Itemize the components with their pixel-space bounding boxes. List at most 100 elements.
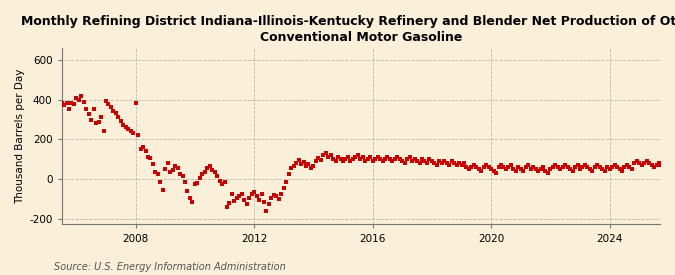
Point: [229, 199, 240, 203]
Point: [276, 191, 287, 196]
Point: [162, 161, 173, 165]
Point: [83, 112, 94, 117]
Point: [592, 163, 603, 167]
Point: [118, 123, 129, 128]
Point: [271, 194, 281, 198]
Point: [333, 155, 344, 160]
Point: [595, 165, 605, 170]
Point: [115, 119, 126, 123]
Point: [41, 73, 52, 78]
Point: [612, 165, 622, 169]
Point: [422, 161, 433, 166]
Point: [604, 167, 615, 172]
Point: [286, 166, 296, 170]
Point: [397, 159, 408, 164]
Point: [133, 133, 144, 138]
Point: [138, 145, 148, 149]
Point: [550, 163, 561, 167]
Point: [300, 164, 311, 168]
Point: [219, 180, 230, 184]
Point: [543, 171, 554, 175]
Point: [284, 172, 294, 176]
Point: [101, 99, 111, 104]
Point: [165, 170, 176, 174]
Point: [456, 163, 467, 167]
Point: [439, 159, 450, 164]
Point: [74, 97, 84, 102]
Point: [296, 162, 306, 166]
Point: [47, 86, 57, 90]
Point: [217, 182, 227, 186]
Point: [520, 165, 531, 170]
Point: [515, 167, 526, 172]
Point: [525, 167, 536, 172]
Point: [71, 95, 82, 100]
Point: [187, 199, 198, 204]
Point: [446, 159, 457, 164]
Point: [259, 199, 269, 204]
Point: [412, 159, 423, 164]
Point: [545, 167, 556, 172]
Point: [582, 165, 593, 170]
Point: [402, 157, 412, 162]
Point: [644, 161, 655, 166]
Point: [656, 163, 667, 167]
Point: [552, 165, 563, 170]
Point: [248, 189, 259, 194]
Point: [501, 167, 512, 172]
Point: [273, 196, 284, 201]
Point: [547, 165, 558, 170]
Point: [481, 163, 491, 167]
Point: [506, 163, 516, 167]
Point: [239, 197, 250, 202]
Point: [389, 157, 400, 161]
Point: [429, 161, 439, 166]
Point: [54, 95, 65, 100]
Point: [458, 161, 469, 166]
Point: [602, 165, 613, 170]
Point: [340, 157, 351, 162]
Point: [123, 127, 134, 131]
Point: [90, 121, 101, 125]
Point: [537, 165, 548, 170]
Point: [572, 163, 583, 167]
Point: [414, 161, 425, 166]
Point: [634, 161, 645, 166]
Point: [535, 167, 546, 172]
Point: [256, 191, 267, 196]
Point: [441, 161, 452, 166]
Point: [145, 156, 156, 160]
Point: [103, 102, 114, 107]
Point: [293, 158, 304, 162]
Point: [454, 161, 464, 166]
Point: [637, 163, 647, 167]
Point: [263, 202, 274, 206]
Point: [533, 169, 543, 174]
Point: [471, 165, 482, 170]
Point: [443, 163, 454, 167]
Point: [392, 155, 403, 159]
Point: [382, 155, 393, 159]
Point: [205, 164, 215, 168]
Point: [278, 186, 289, 190]
Point: [355, 156, 366, 161]
Point: [298, 160, 309, 164]
Point: [622, 163, 632, 167]
Point: [318, 153, 329, 157]
Point: [651, 163, 662, 167]
Point: [367, 159, 378, 164]
Point: [130, 101, 141, 106]
Point: [570, 165, 580, 170]
Point: [236, 191, 247, 196]
Point: [108, 109, 119, 114]
Point: [153, 172, 163, 176]
Point: [609, 163, 620, 167]
Point: [167, 168, 178, 172]
Point: [385, 157, 396, 161]
Point: [160, 167, 171, 171]
Point: [646, 163, 657, 167]
Point: [639, 161, 649, 165]
Point: [407, 159, 418, 164]
Point: [653, 161, 664, 166]
Point: [342, 155, 353, 159]
